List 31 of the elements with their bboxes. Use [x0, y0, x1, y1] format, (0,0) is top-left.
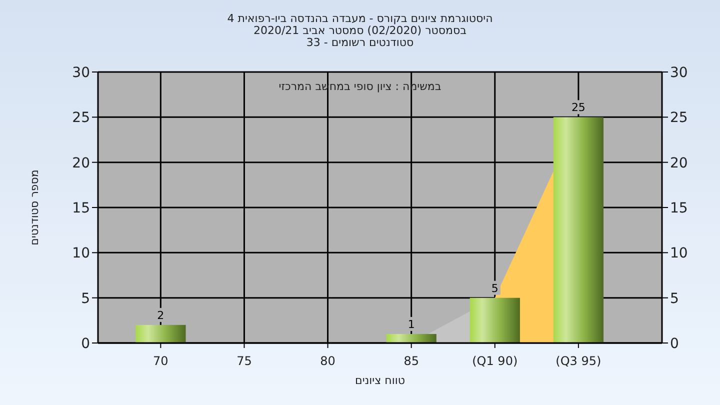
- x-tick-label: 70: [153, 354, 168, 368]
- bar: [553, 117, 604, 343]
- y-tick-label: 30: [72, 65, 90, 81]
- y2-tick-label: 10: [670, 246, 688, 262]
- x-tick-label: (Q3 95): [556, 354, 602, 368]
- x-tick-label: 75: [236, 354, 252, 368]
- y-tick-label: 0: [81, 336, 90, 352]
- bar: [386, 334, 436, 343]
- chart-title: היסטוגרמת ציונים בקורס - מעבדה בהנדסה ביו-רפואית 4: [227, 12, 493, 25]
- y2-tick-label: 25: [670, 110, 688, 126]
- y-tick-label: 5: [81, 290, 90, 307]
- y2-tick-label: 15: [670, 200, 688, 216]
- y-tick-label: 25: [72, 110, 90, 126]
- y-tick-label: 10: [72, 246, 90, 262]
- chart-subtitle: בסמסטר (02/2020) סמסטר אביב 2020/21 סטודנטים רשומים - 33: [253, 24, 467, 49]
- data-label: 25: [571, 101, 586, 114]
- y2-tick-label: 30: [670, 65, 688, 81]
- x-tick-label: 80: [320, 354, 336, 368]
- y2-tick-label: 20: [670, 155, 688, 172]
- y2-tick-label: 0: [670, 336, 679, 352]
- data-label: 5: [491, 282, 498, 295]
- y-tick-label: 15: [72, 200, 90, 216]
- y2-tick-label: 5: [670, 290, 679, 307]
- y-axis-title: מספר סטודנטים: [28, 170, 41, 246]
- x-tick-label: 85: [404, 354, 419, 368]
- x-axis-title: טווח ציונים: [355, 374, 405, 387]
- bar: [136, 324, 186, 343]
- data-label: 1: [408, 318, 415, 331]
- y-tick-label: 20: [72, 155, 90, 172]
- x-tick-label: (Q1 90): [472, 354, 518, 368]
- data-label: 2: [157, 308, 164, 322]
